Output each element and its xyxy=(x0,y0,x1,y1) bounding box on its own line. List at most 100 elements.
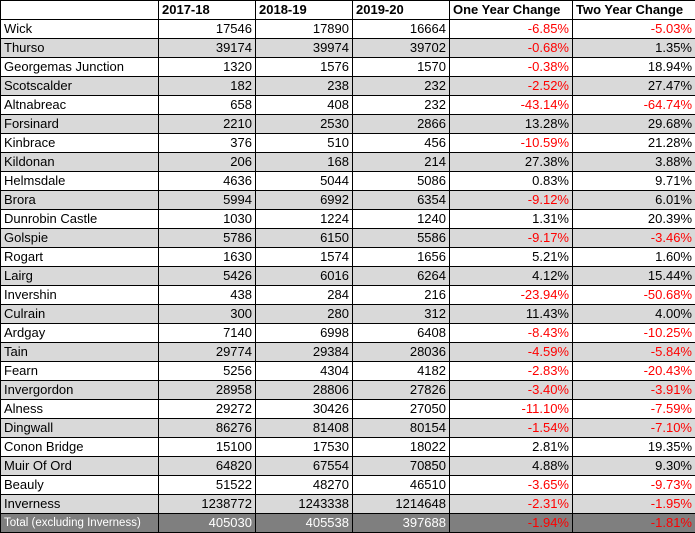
value-2019-20: 214 xyxy=(353,153,450,172)
value-2019-20: 5586 xyxy=(353,229,450,248)
two-year-change: 19.35% xyxy=(573,438,695,457)
value-2019-20: 1214648 xyxy=(353,495,450,514)
value-2017-18: 29774 xyxy=(159,343,256,362)
station-name: Brora xyxy=(1,191,159,210)
value-2019-20: 6264 xyxy=(353,267,450,286)
value-2017-18: 5994 xyxy=(159,191,256,210)
one-year-change: 11.43% xyxy=(450,305,573,324)
one-year-change: 27.38% xyxy=(450,153,573,172)
value-2018-19: 6016 xyxy=(256,267,353,286)
one-year-change: -2.31% xyxy=(450,495,573,514)
one-year-change: -3.40% xyxy=(450,381,573,400)
one-year-change: -8.43% xyxy=(450,324,573,343)
value-2019-20: 46510 xyxy=(353,476,450,495)
value-2017-18: 300 xyxy=(159,305,256,324)
station-name: Culrain xyxy=(1,305,159,324)
value-2019-20: 216 xyxy=(353,286,450,305)
one-year-change: -2.52% xyxy=(450,77,573,96)
one-year-change: -11.10% xyxy=(450,400,573,419)
station-name: Total (excluding Inverness) xyxy=(1,514,159,533)
value-2017-18: 4636 xyxy=(159,172,256,191)
two-year-change: 27.47% xyxy=(573,77,695,96)
one-year-change: 2.81% xyxy=(450,438,573,457)
one-year-change: 1.31% xyxy=(450,210,573,229)
value-2017-18: 405030 xyxy=(159,514,256,533)
value-2018-19: 2530 xyxy=(256,115,353,134)
value-2019-20: 70850 xyxy=(353,457,450,476)
value-2017-18: 1238772 xyxy=(159,495,256,514)
value-2017-18: 7140 xyxy=(159,324,256,343)
one-year-change: -6.85% xyxy=(450,20,573,39)
value-2019-20: 6408 xyxy=(353,324,450,343)
value-2017-18: 51522 xyxy=(159,476,256,495)
one-year-change: -43.14% xyxy=(450,96,573,115)
value-2018-19: 1224 xyxy=(256,210,353,229)
two-year-change: -1.81% xyxy=(573,514,695,533)
two-year-change: 6.01% xyxy=(573,191,695,210)
value-2018-19: 1243338 xyxy=(256,495,353,514)
two-year-change: -1.95% xyxy=(573,495,695,514)
value-2017-18: 5786 xyxy=(159,229,256,248)
two-year-change: -3.46% xyxy=(573,229,695,248)
two-year-change: 1.35% xyxy=(573,39,695,58)
value-2019-20: 4182 xyxy=(353,362,450,381)
value-2017-18: 1030 xyxy=(159,210,256,229)
value-2018-19: 1576 xyxy=(256,58,353,77)
station-name: Dingwall xyxy=(1,419,159,438)
station-name: Alness xyxy=(1,400,159,419)
header-2017-18: 2017-18 xyxy=(159,1,256,20)
station-name: Thurso xyxy=(1,39,159,58)
value-2017-18: 658 xyxy=(159,96,256,115)
one-year-change: 5.21% xyxy=(450,248,573,267)
value-2018-19: 48270 xyxy=(256,476,353,495)
one-year-change: 4.12% xyxy=(450,267,573,286)
station-name: Kinbrace xyxy=(1,134,159,153)
one-year-change: -9.17% xyxy=(450,229,573,248)
station-name: Muir Of Ord xyxy=(1,457,159,476)
value-2017-18: 86276 xyxy=(159,419,256,438)
value-2017-18: 39174 xyxy=(159,39,256,58)
value-2019-20: 232 xyxy=(353,77,450,96)
one-year-change: 0.83% xyxy=(450,172,573,191)
value-2019-20: 5086 xyxy=(353,172,450,191)
value-2018-19: 6150 xyxy=(256,229,353,248)
value-2018-19: 238 xyxy=(256,77,353,96)
two-year-change: 9.71% xyxy=(573,172,695,191)
station-name: Tain xyxy=(1,343,159,362)
header-2019-20: 2019-20 xyxy=(353,1,450,20)
value-2017-18: 64820 xyxy=(159,457,256,476)
two-year-change: 1.60% xyxy=(573,248,695,267)
two-year-change: -9.73% xyxy=(573,476,695,495)
value-2018-19: 17890 xyxy=(256,20,353,39)
station-name: Rogart xyxy=(1,248,159,267)
value-2019-20: 1570 xyxy=(353,58,450,77)
two-year-change: -64.74% xyxy=(573,96,695,115)
value-2018-19: 30426 xyxy=(256,400,353,419)
station-name: Fearn xyxy=(1,362,159,381)
two-year-change: 9.30% xyxy=(573,457,695,476)
value-2019-20: 1656 xyxy=(353,248,450,267)
two-year-change: -5.03% xyxy=(573,20,695,39)
value-2017-18: 29272 xyxy=(159,400,256,419)
header-row: 2017-18 2018-19 2019-20 One Year Change … xyxy=(1,1,695,20)
value-2017-18: 15100 xyxy=(159,438,256,457)
value-2019-20: 27826 xyxy=(353,381,450,400)
station-name: Wick xyxy=(1,20,159,39)
two-year-change: -20.43% xyxy=(573,362,695,381)
station-name: Invershin xyxy=(1,286,159,305)
value-2019-20: 312 xyxy=(353,305,450,324)
station-name: Forsinard xyxy=(1,115,159,134)
two-year-change: -7.59% xyxy=(573,400,695,419)
